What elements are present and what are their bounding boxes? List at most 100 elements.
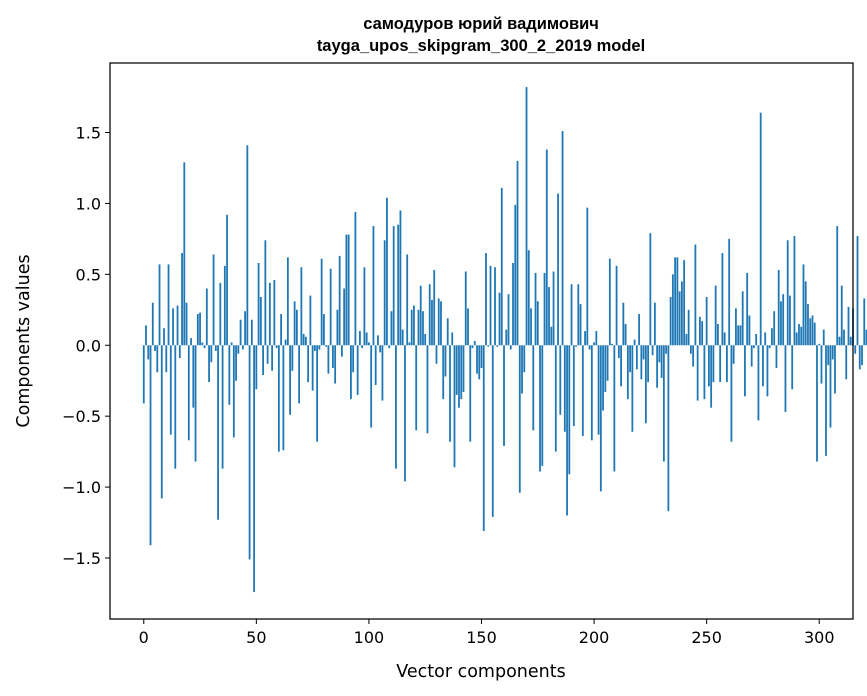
bar (640, 345, 643, 380)
bar (831, 345, 834, 360)
bar (521, 345, 523, 394)
bar (476, 345, 478, 374)
bar (264, 240, 267, 346)
bar (304, 336, 307, 346)
y-tick-label: −1.5 (62, 549, 101, 568)
bar (703, 345, 706, 400)
bar (241, 345, 244, 350)
bar (444, 345, 447, 377)
bar (322, 314, 325, 346)
bar (277, 345, 280, 452)
bar (536, 301, 539, 346)
bar (408, 342, 411, 346)
bar (307, 345, 310, 383)
bar (750, 345, 753, 367)
bar (498, 292, 501, 346)
y-tick-label: −0.5 (62, 407, 101, 426)
bar (543, 272, 546, 346)
bar (176, 305, 179, 346)
x-tick-label: 200 (579, 628, 610, 647)
bar (739, 325, 742, 346)
bar (642, 345, 645, 360)
bar (599, 345, 602, 492)
bar (446, 318, 449, 346)
bar (449, 345, 451, 442)
bar (300, 267, 303, 346)
bar (410, 309, 413, 346)
bar (210, 345, 213, 363)
bar (721, 253, 724, 346)
bar (617, 345, 620, 359)
bar (154, 345, 156, 351)
bar (379, 345, 382, 353)
bar (773, 311, 776, 346)
bar (545, 149, 548, 346)
bar (262, 345, 264, 376)
bar (485, 253, 487, 346)
bar (422, 311, 424, 346)
y-tick-label: 0.0 (76, 336, 101, 355)
bar (809, 318, 812, 346)
bar (595, 331, 598, 346)
bar (440, 301, 442, 346)
bar (406, 254, 409, 346)
bar (156, 345, 159, 373)
bar (680, 281, 683, 346)
bar (840, 285, 843, 346)
bar (336, 309, 339, 346)
bar (228, 345, 231, 405)
bar (764, 332, 767, 346)
bar (413, 305, 415, 346)
bar (163, 328, 165, 346)
bar (608, 258, 611, 346)
bar (460, 345, 463, 400)
bar (838, 336, 841, 346)
bar (442, 345, 445, 400)
bar (250, 319, 253, 346)
bar (392, 226, 395, 346)
bar (863, 298, 866, 346)
bar (390, 311, 393, 346)
bar (194, 345, 197, 462)
bar (212, 254, 215, 346)
bar (160, 345, 163, 499)
bar (807, 304, 809, 346)
bar (827, 345, 830, 366)
bar (473, 341, 476, 346)
bar (550, 326, 553, 346)
bar (431, 299, 433, 346)
bar (248, 345, 251, 560)
bar (151, 302, 154, 346)
bar (354, 211, 357, 346)
bar (181, 253, 183, 346)
bar (737, 325, 740, 346)
plot-frame (109, 62, 854, 620)
bar (370, 345, 373, 428)
bar (692, 345, 695, 367)
bar (606, 345, 609, 381)
bar (284, 339, 287, 346)
bar (791, 345, 794, 390)
bar (532, 345, 535, 431)
bar (825, 345, 827, 456)
bar (302, 333, 305, 346)
bar (708, 345, 710, 387)
bar (777, 270, 780, 346)
bar (559, 345, 562, 415)
bar (352, 345, 355, 373)
bar (489, 265, 492, 346)
bar (588, 345, 591, 350)
bar (257, 262, 260, 346)
bar (561, 131, 564, 346)
y-tick-label: 1.5 (76, 124, 101, 143)
bar (320, 258, 323, 346)
bar (237, 345, 240, 354)
bar (453, 345, 456, 468)
bar (843, 329, 845, 346)
bar (217, 345, 219, 520)
bar (813, 322, 816, 346)
bar (494, 267, 496, 346)
bar (696, 345, 699, 401)
bar (568, 345, 571, 475)
bar (854, 345, 857, 354)
